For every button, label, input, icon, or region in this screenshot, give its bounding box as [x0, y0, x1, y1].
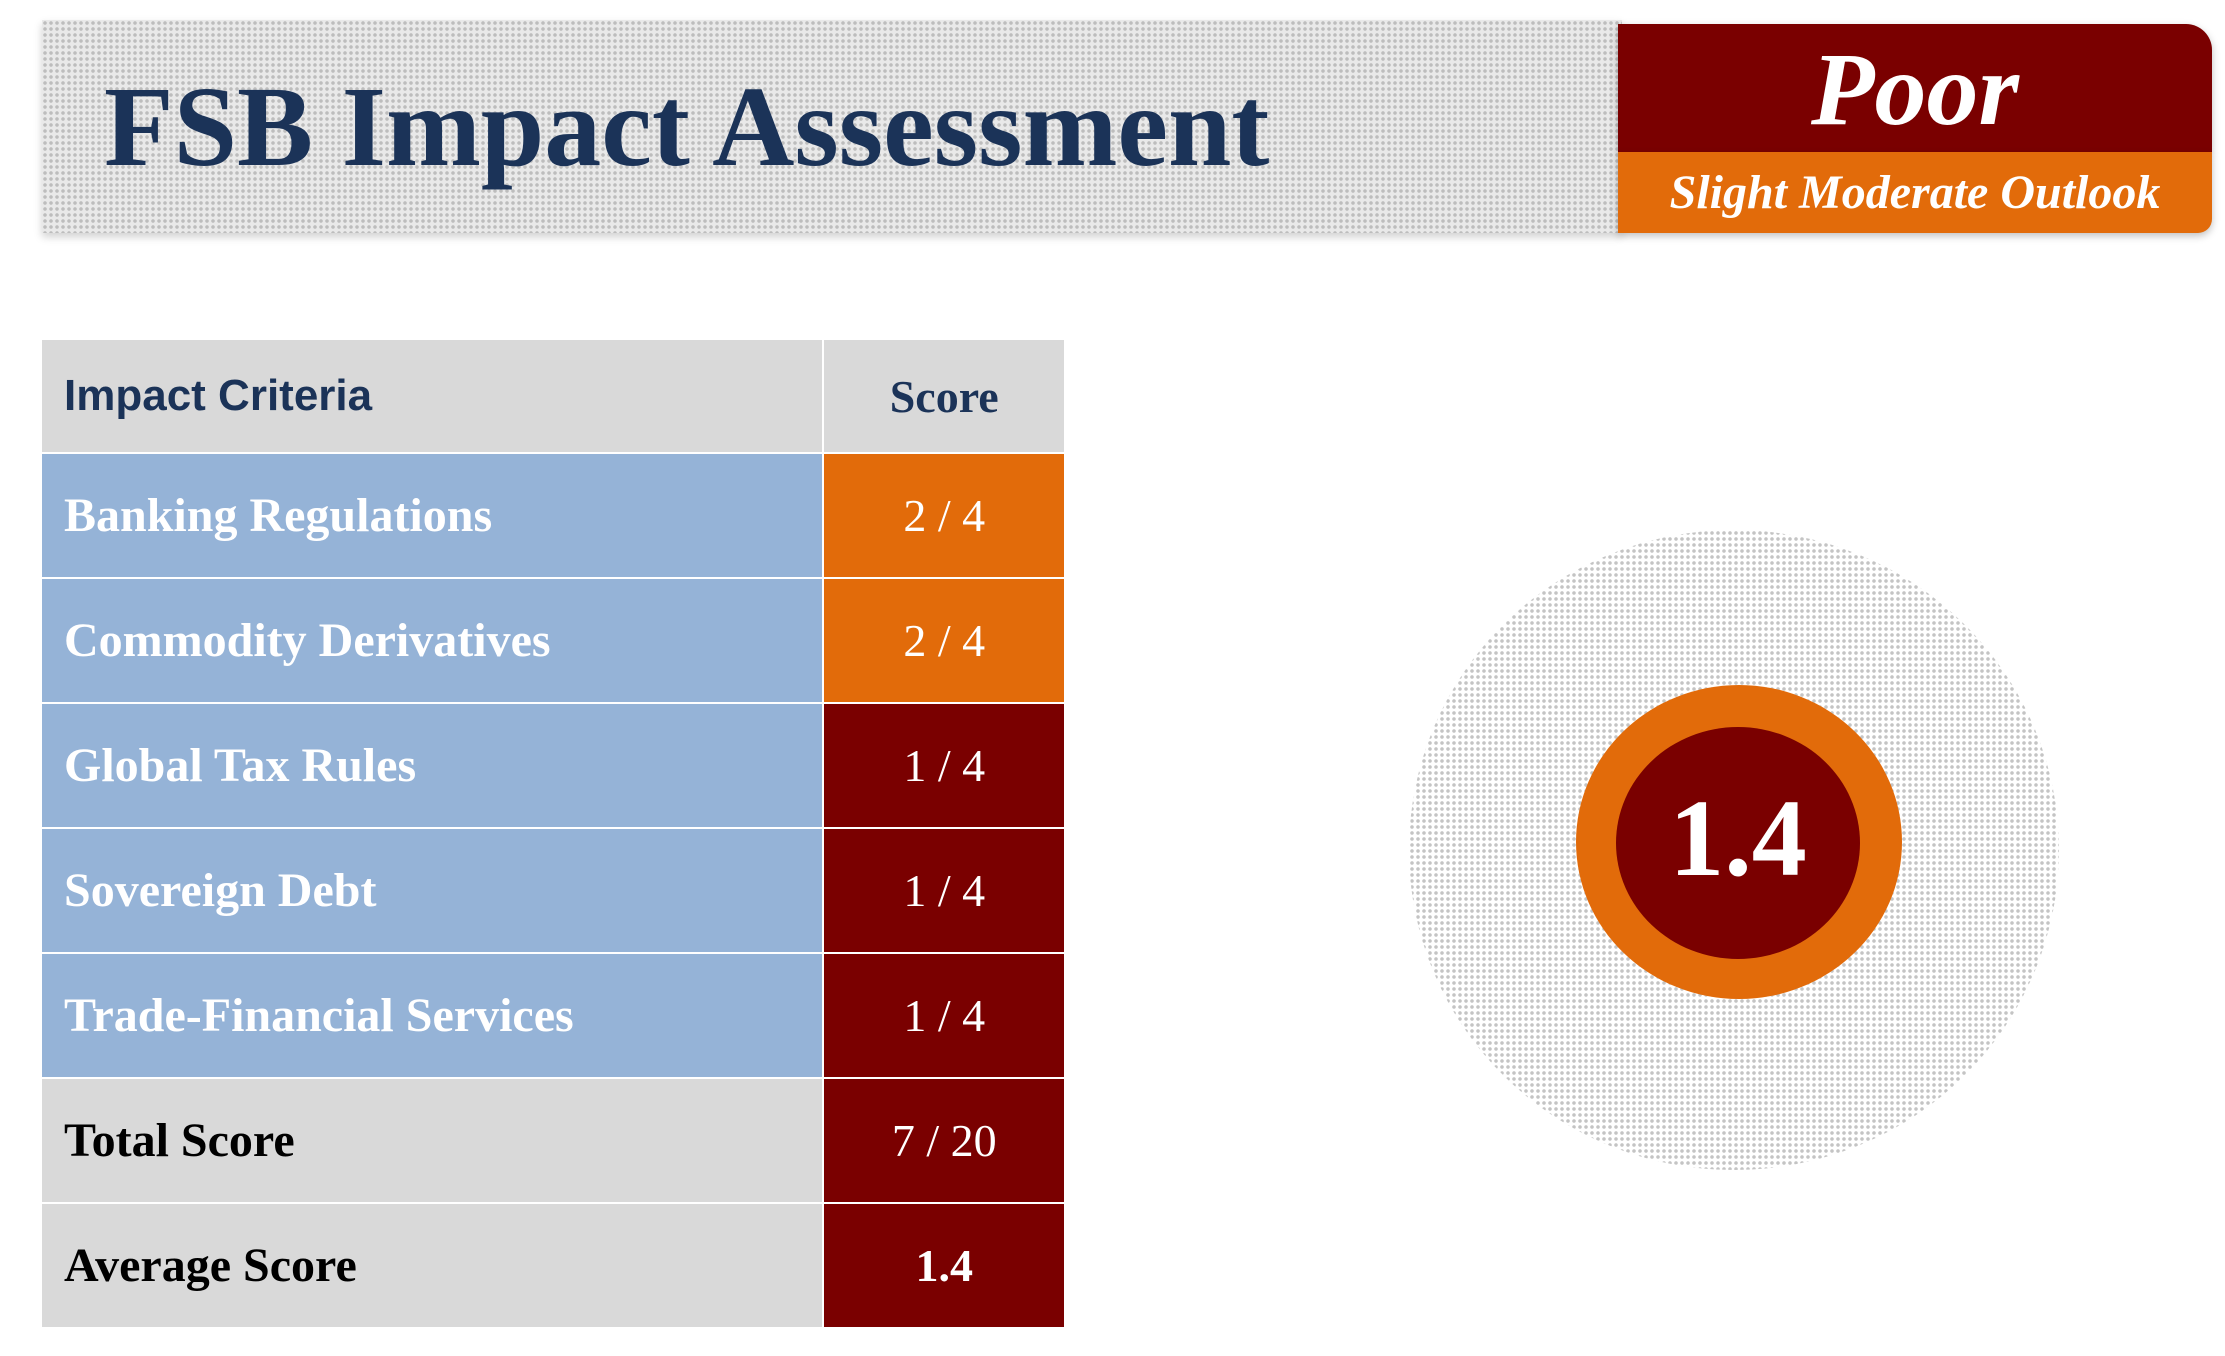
header-banner: FSB Impact Assessment	[42, 20, 1622, 233]
total-score-value: 7 / 20	[823, 1078, 1064, 1204]
score-sovereign-debt: 1 / 4	[823, 828, 1064, 954]
criteria-commodity-derivatives: Commodity Derivatives	[42, 578, 825, 704]
total-score-row: Total Score 7 / 20	[42, 1078, 1064, 1204]
rating-badge: Poor	[1618, 24, 2212, 152]
column-header-score: Score	[823, 340, 1064, 454]
score-global-tax-rules: 1 / 4	[823, 703, 1064, 829]
page-title: FSB Impact Assessment	[104, 63, 1270, 190]
average-score-row: Average Score 1.4	[42, 1203, 1064, 1329]
table-row: Trade-Financial Services 1 / 4	[42, 953, 1064, 1079]
score-gauge-core: 1.4	[1616, 727, 1860, 959]
impact-score-table: Impact Criteria Score Banking Regulation…	[42, 340, 1064, 1329]
criteria-global-tax-rules: Global Tax Rules	[42, 703, 825, 829]
score-banking-regulations: 2 / 4	[823, 453, 1064, 579]
criteria-banking-regulations: Banking Regulations	[42, 453, 825, 579]
table-row: Commodity Derivatives 2 / 4	[42, 578, 1064, 704]
column-header-criteria: Impact Criteria	[42, 340, 825, 454]
average-score-label: Average Score	[42, 1203, 825, 1329]
outlook-label: Slight Moderate Outlook	[1669, 166, 2161, 219]
score-gauge-value: 1.4	[1669, 777, 1807, 899]
total-score-label: Total Score	[42, 1078, 825, 1204]
score-commodity-derivatives: 2 / 4	[823, 578, 1064, 704]
average-score-value: 1.4	[823, 1203, 1064, 1329]
criteria-trade-financial-services: Trade-Financial Services	[42, 953, 825, 1079]
rating-label: Poor	[1811, 32, 2019, 147]
score-trade-financial-services: 1 / 4	[823, 953, 1064, 1079]
table-row: Sovereign Debt 1 / 4	[42, 828, 1064, 954]
table-row: Banking Regulations 2 / 4	[42, 453, 1064, 579]
table-row: Global Tax Rules 1 / 4	[42, 703, 1064, 829]
criteria-sovereign-debt: Sovereign Debt	[42, 828, 825, 954]
table-header-row: Impact Criteria Score	[42, 340, 1064, 454]
outlook-badge: Slight Moderate Outlook	[1618, 152, 2212, 233]
